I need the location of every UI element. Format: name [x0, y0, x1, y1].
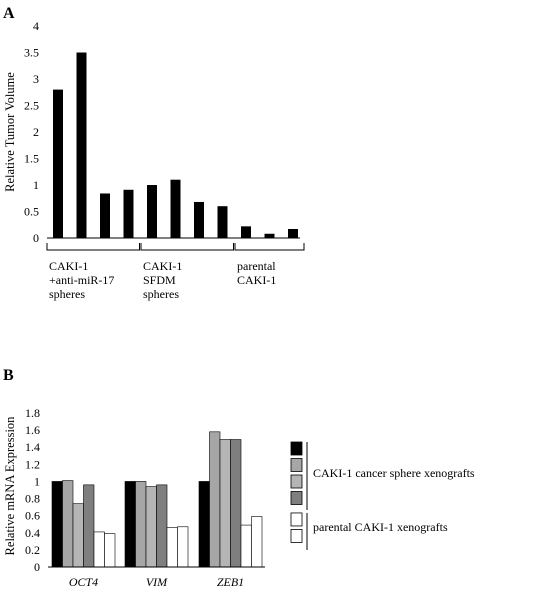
panel-b-y-tick-label: 1.6	[25, 423, 40, 437]
panel-a-y-tick-label: 1.5	[24, 152, 39, 166]
panel-a-group-label: spheres	[49, 287, 85, 301]
panel-a-bar	[76, 52, 87, 238]
panel-b-legend-swatch	[290, 458, 303, 472]
panel-b-y-tick-label: 0.6	[25, 509, 40, 523]
panel-b-category-label: VIM	[146, 575, 168, 589]
panel-b-bar	[51, 481, 63, 568]
panel-a-group-label: SFDM	[143, 273, 176, 287]
panel-b-legend-swatch	[290, 491, 303, 505]
panel-b-bar	[251, 516, 263, 568]
panel-b-bar	[240, 524, 252, 568]
panel-b-y-tick-label: 0.2	[25, 543, 40, 557]
panel-b-bar	[177, 526, 189, 568]
panel-a-bar	[147, 185, 157, 238]
panel-a-y-tick-label: 3.5	[24, 46, 39, 60]
panel-a-y-tick-label: 0	[33, 231, 39, 245]
panel-b-bar	[230, 439, 242, 568]
panel-a-label: A	[3, 5, 15, 22]
panel-b-category-label: ZEB1	[217, 575, 244, 589]
panel-a-group-bracket	[140, 243, 234, 251]
panel-b-legend-swatch	[290, 441, 303, 456]
panel-a-bar	[288, 228, 298, 238]
panel-a-bar	[241, 226, 251, 238]
panel-b-category-label: OCT4	[69, 575, 98, 589]
panel-b-legend-swatch	[290, 474, 303, 489]
panel-a-group-label: CAKI-1	[49, 259, 88, 273]
panel-a-group-label: parental	[237, 259, 276, 273]
panel-b-bar	[124, 481, 136, 568]
panel-a-y-tick-label: 3	[33, 72, 39, 86]
panel-a-bar	[170, 179, 181, 238]
panel-b-label: B	[3, 367, 14, 384]
panel-b-legend-label: parental CAKI-1 xenografts	[313, 520, 448, 534]
panel-a-y-tick-label: 2	[33, 125, 39, 139]
panel-b-y-tick-label: 1	[34, 474, 40, 488]
panel-a-bar	[100, 193, 110, 238]
panel-b-y-tick-label: 0	[34, 560, 40, 574]
panel-b-bar	[198, 481, 210, 568]
panel-b-bar	[145, 486, 157, 568]
panel-b-legend-swatch	[290, 529, 303, 543]
panel-a-bar	[217, 206, 228, 238]
panel-b: B Relative mRNA Expression 0 0.2 0.4 0.6 0.8…	[3, 367, 475, 589]
panel-a-y-tick-label: 1	[33, 178, 39, 192]
panel-a-group-label: +anti-miR-17	[49, 273, 114, 287]
panel-a-y-tick-label: 4	[33, 19, 39, 33]
panel-b-bar	[72, 503, 84, 568]
panel-b-bar	[93, 531, 105, 568]
panel-a-y-tick-label: 2.5	[24, 99, 39, 113]
panel-a-group-label: CAKI-1	[143, 259, 182, 273]
panel-a-group-bracket	[234, 243, 305, 251]
panel-a-bar	[194, 201, 204, 238]
panel-a-bar	[123, 189, 134, 238]
panel-a-bar	[264, 233, 275, 238]
panel-a-group-label: spheres	[143, 287, 179, 301]
panel-b-bar	[104, 533, 116, 568]
panel-a: A Relative Tumor Volume 0 0.5 1 1.5 2 2.5 3 3.5…	[3, 5, 305, 301]
panel-b-bar	[83, 484, 95, 568]
panel-b-bar	[62, 480, 74, 568]
panel-b-bar	[156, 484, 168, 568]
panel-a-y-axis-title: Relative Tumor Volume	[3, 72, 17, 192]
panel-b-legend-label: CAKI-1 cancer sphere xenografts	[313, 466, 475, 480]
panel-b-y-tick-label: 1.8	[25, 406, 40, 420]
panel-b-bar	[209, 431, 221, 568]
panel-b-bar	[166, 527, 178, 568]
panel-a-group-label: CAKI-1	[237, 273, 276, 287]
panel-b-y-tick-label: 0.8	[25, 492, 40, 506]
panel-a-y-tick-label: 0.5	[24, 205, 39, 219]
panel-b-y-axis-title: Relative mRNA Expression	[3, 416, 17, 556]
panel-b-y-tick-label: 1.2	[25, 457, 40, 471]
panel-b-bar	[135, 481, 147, 568]
panel-b-bar	[219, 439, 231, 568]
panel-b-legend-swatch	[290, 512, 303, 527]
panel-b-y-tick-label: 1.4	[25, 440, 40, 454]
panel-b-y-tick-label: 0.4	[25, 526, 40, 540]
panel-a-group-bracket	[46, 243, 140, 251]
panel-a-bar	[53, 89, 63, 238]
